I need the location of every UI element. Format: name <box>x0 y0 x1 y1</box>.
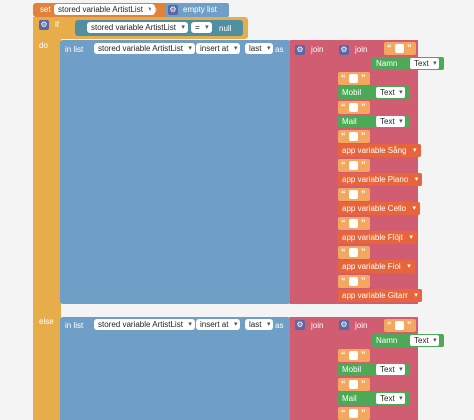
separator-string-block[interactable]: “” <box>338 72 370 85</box>
in-list-label: in list <box>65 45 84 54</box>
property-dropdown[interactable]: Text <box>410 335 439 346</box>
join-label: join <box>311 45 324 54</box>
insert-mode-dropdown[interactable]: insert at <box>196 319 241 330</box>
string-input[interactable] <box>349 248 358 257</box>
do-label: do <box>39 41 48 50</box>
as-label: as <box>275 45 284 54</box>
app-variable-getter[interactable]: app variable Cello <box>338 202 421 215</box>
as-label: as <box>275 321 284 330</box>
string-input[interactable] <box>349 103 358 112</box>
component-text-getter[interactable]: Namn Text <box>372 334 444 347</box>
component-name-dropdown[interactable]: Mobil <box>342 365 362 374</box>
quote-string-block[interactable]: “” <box>384 42 416 55</box>
property-dropdown[interactable]: Text <box>376 87 405 98</box>
condition-variable-dropdown[interactable]: stored variable ArtistList <box>87 22 188 33</box>
string-input[interactable] <box>349 351 358 360</box>
insert-mode-dropdown[interactable]: insert at <box>196 43 241 54</box>
gear-icon[interactable]: ⚙ <box>39 20 49 30</box>
component-text-getter[interactable]: Mail Text <box>338 115 410 128</box>
separator-string-block[interactable]: “” <box>338 275 370 288</box>
join-label: join <box>355 45 368 54</box>
empty-list-block[interactable] <box>165 3 229 17</box>
position-dropdown[interactable]: last <box>245 319 274 330</box>
if-label: if <box>55 20 59 29</box>
string-input[interactable] <box>349 132 358 141</box>
null-label: null <box>219 24 232 33</box>
string-input[interactable] <box>349 161 358 170</box>
to-label: to <box>150 5 157 14</box>
component-text-getter[interactable]: Mobil Text <box>338 363 410 376</box>
join-label: join <box>311 321 324 330</box>
string-input[interactable] <box>349 380 358 389</box>
separator-string-block[interactable]: “” <box>338 101 370 114</box>
component-text-getter[interactable]: Mail Text <box>338 392 410 405</box>
app-variable-getter[interactable]: app variable Gitarr <box>338 289 422 302</box>
app-variable-getter[interactable]: app variable Flöjt <box>338 231 417 244</box>
operator-dropdown[interactable]: = <box>191 22 212 33</box>
separator-string-block[interactable]: “” <box>338 188 370 201</box>
set-label: set <box>40 5 51 14</box>
gear-icon[interactable]: ⚙ <box>339 45 349 55</box>
set-variable-dropdown[interactable]: stored variable ArtistList <box>54 4 155 15</box>
separator-string-block[interactable]: “” <box>338 217 370 230</box>
join-label: join <box>355 321 368 330</box>
app-variable-getter[interactable]: app variable Sång <box>338 144 421 157</box>
property-dropdown[interactable]: Text <box>376 364 405 375</box>
component-text-getter[interactable]: Mobil Text <box>338 86 410 99</box>
gear-icon[interactable]: ⚙ <box>168 5 178 15</box>
string-input[interactable] <box>349 190 358 199</box>
insert-list-block-do[interactable] <box>60 40 291 304</box>
gear-icon[interactable]: ⚙ <box>295 320 305 330</box>
separator-string-block[interactable]: “” <box>338 378 370 391</box>
separator-string-block[interactable]: “” <box>338 130 370 143</box>
string-input[interactable] <box>349 409 358 418</box>
string-input[interactable] <box>349 74 358 83</box>
property-dropdown[interactable]: Text <box>376 393 405 404</box>
else-label: else <box>39 317 54 326</box>
join-block-do[interactable] <box>290 40 334 304</box>
property-dropdown[interactable]: Text <box>410 58 439 69</box>
component-text-getter[interactable]: Namn Text <box>372 57 444 70</box>
component-name-dropdown[interactable]: Namn <box>376 59 398 68</box>
join-block-else[interactable] <box>290 317 334 420</box>
app-variable-getter[interactable]: app variable Fiol <box>338 260 415 273</box>
gear-icon[interactable]: ⚙ <box>295 45 305 55</box>
separator-string-block[interactable]: “” <box>338 407 370 420</box>
list-variable-dropdown[interactable]: stored variable ArtistList <box>94 43 195 54</box>
component-name-dropdown[interactable]: Mail <box>342 394 357 403</box>
separator-string-block[interactable]: “” <box>338 246 370 259</box>
separator-string-block[interactable]: “” <box>338 159 370 172</box>
list-variable-dropdown[interactable]: stored variable ArtistList <box>94 319 195 330</box>
quote-string-block[interactable]: “” <box>384 319 416 332</box>
empty-list-label: empty list <box>183 5 217 14</box>
component-name-dropdown[interactable]: Namn <box>376 336 398 345</box>
component-name-dropdown[interactable]: Mail <box>342 117 357 126</box>
in-list-label: in list <box>65 321 84 330</box>
gear-icon[interactable]: ⚙ <box>339 320 349 330</box>
separator-string-block[interactable]: “” <box>338 349 370 362</box>
app-variable-getter[interactable]: app variable Piano <box>338 173 423 186</box>
insert-list-block-else[interactable] <box>60 317 291 420</box>
string-input[interactable] <box>349 219 358 228</box>
position-dropdown[interactable]: last <box>245 43 274 54</box>
string-input[interactable] <box>349 277 358 286</box>
component-name-dropdown[interactable]: Mobil <box>342 88 362 97</box>
if-else-block[interactable] <box>33 17 61 420</box>
property-dropdown[interactable]: Text <box>376 116 405 127</box>
